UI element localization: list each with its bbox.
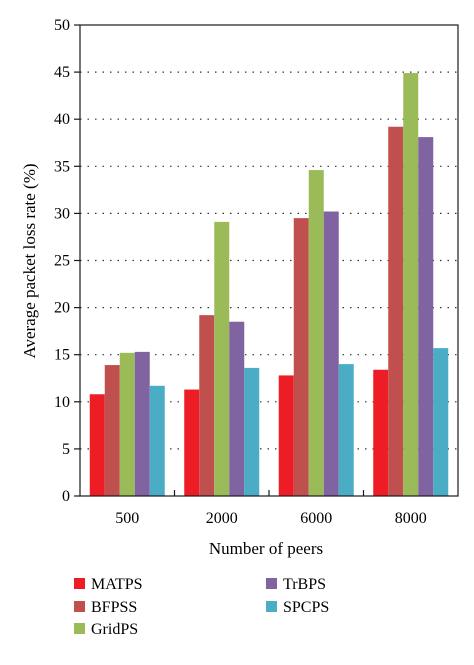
y-tick-label: 15: [54, 347, 70, 364]
bar-trbps-8000: [418, 137, 434, 496]
y-tick-label: 5: [62, 441, 70, 458]
y-tick-label: 25: [54, 253, 70, 270]
x-axis-label: Number of peers: [209, 539, 323, 558]
legend-swatch-spcps: [266, 601, 277, 612]
x-axis-ticks: 500 2000 6000 8000: [115, 490, 427, 527]
bar-spcps-500: [149, 385, 165, 496]
bar-gridps-8000: [403, 73, 419, 497]
legend-label-bfpss: BFPSS: [91, 599, 137, 616]
y-axis-label: Average packet loss rate (%): [20, 163, 39, 358]
y-tick-label: 20: [54, 300, 70, 317]
y-tick-label: 30: [54, 205, 70, 222]
bar-bfpss-6000: [293, 218, 309, 497]
bar-bfpss-500: [104, 365, 120, 496]
x-tick-label: 6000: [300, 510, 332, 527]
bar-bfpss-2000: [199, 315, 215, 496]
y-tick-label: 45: [54, 64, 70, 81]
y-axis-ticks: 0 5 10 15 20 25 30 35 40 45 50: [54, 17, 80, 505]
bar-spcps-8000: [433, 348, 449, 496]
bar-matps-8000: [373, 369, 389, 496]
legend-swatch-matps: [74, 578, 85, 589]
bar-matps-2000: [184, 389, 200, 496]
y-tick-label: 40: [54, 111, 70, 128]
bar-trbps-6000: [323, 211, 339, 497]
legend: MATPS BFPSS GridPS TrBPS SPCPS: [74, 576, 329, 638]
bar-spcps-2000: [244, 367, 260, 496]
bar-gridps-2000: [214, 221, 230, 497]
legend-label-gridps: GridPS: [91, 621, 138, 638]
bars: [89, 73, 449, 497]
bar-matps-6000: [278, 375, 294, 496]
legend-swatch-gridps: [74, 623, 85, 634]
y-tick-label: 35: [54, 158, 70, 175]
legend-swatch-trbps: [266, 578, 277, 589]
bar-gridps-6000: [308, 170, 324, 496]
y-tick-label: 0: [62, 488, 70, 505]
bar-gridps-500: [119, 352, 135, 496]
x-tick-label: 8000: [395, 510, 427, 527]
x-tick-label: 500: [115, 510, 139, 527]
x-tick-label: 2000: [206, 510, 238, 527]
bar-bfpss-8000: [388, 126, 404, 497]
bar-trbps-500: [134, 351, 150, 496]
legend-swatch-bfpss: [74, 601, 85, 612]
bar-trbps-2000: [229, 321, 245, 496]
y-tick-label: 10: [54, 394, 70, 411]
legend-label-spcps: SPCPS: [283, 599, 329, 616]
legend-label-trbps: TrBPS: [283, 576, 326, 593]
legend-label-matps: MATPS: [91, 576, 143, 593]
bar-spcps-6000: [338, 364, 354, 496]
y-tick-label: 50: [54, 17, 70, 34]
bar-matps-500: [89, 394, 105, 496]
